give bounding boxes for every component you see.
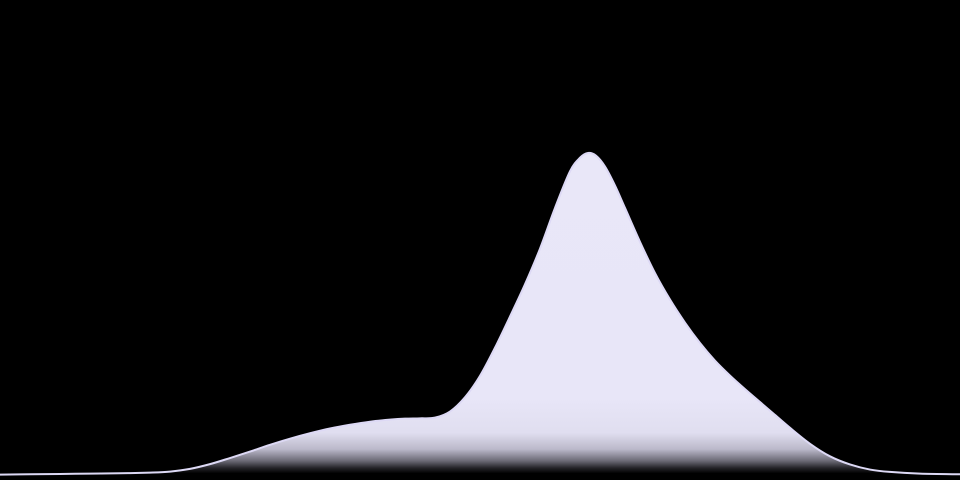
density-area-fill (0, 152, 960, 480)
density-area-group (0, 151, 960, 480)
density-curve-line (0, 151, 960, 476)
